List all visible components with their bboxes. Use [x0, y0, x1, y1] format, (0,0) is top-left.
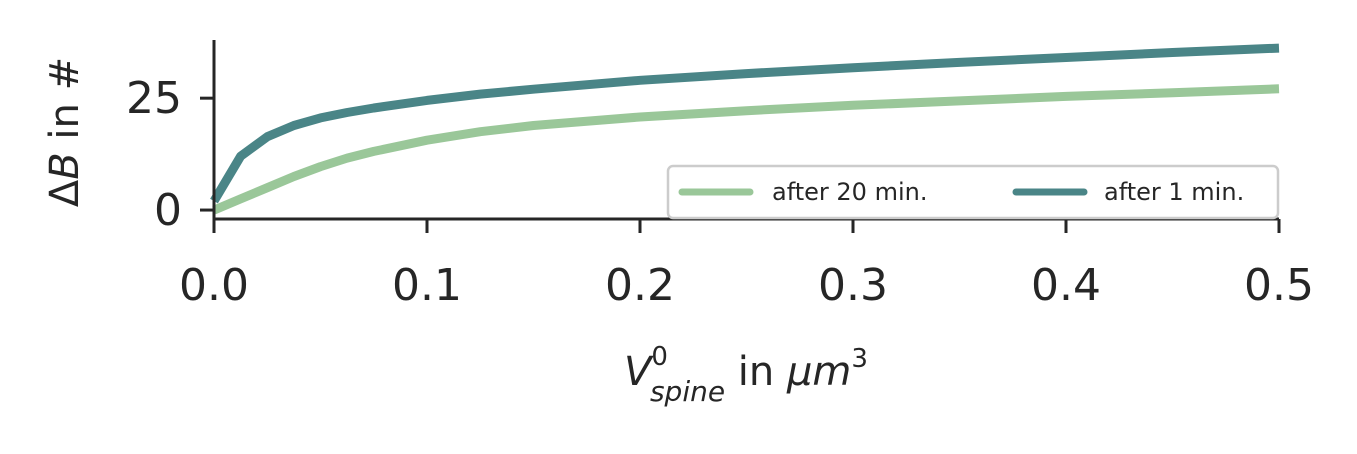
x-tick-label: 0.1 — [392, 260, 462, 311]
x-tick-label: 0.5 — [1244, 260, 1314, 311]
legend-label-after-20-min: after 20 min. — [772, 178, 927, 206]
x-tick-label: 0.2 — [605, 260, 675, 311]
x-ticks: 0.0 0.1 0.2 0.3 0.4 0.5 — [179, 219, 1314, 311]
y-tick-label: 25 — [126, 73, 182, 124]
y-tick-label: 0 — [154, 185, 182, 236]
x-tick-label: 0.3 — [818, 260, 888, 311]
plot-lines — [210, 43, 1280, 215]
y-ticks: 0 25 — [126, 73, 214, 236]
y-axis-label: ΔB in # — [42, 57, 88, 207]
legend-frame — [666, 164, 1280, 220]
series-line-after-1-min — [210, 43, 1280, 204]
x-tick-label: 0.0 — [179, 260, 249, 311]
legend-label-after-1-min: after 1 min. — [1104, 178, 1244, 206]
x-tick-label: 0.4 — [1031, 260, 1101, 311]
x-axis-label: V0 spine in μm3 — [624, 342, 868, 408]
legend: after 20 min. after 1 min. — [666, 164, 1280, 220]
series-line-after-20-min — [212, 84, 1280, 215]
